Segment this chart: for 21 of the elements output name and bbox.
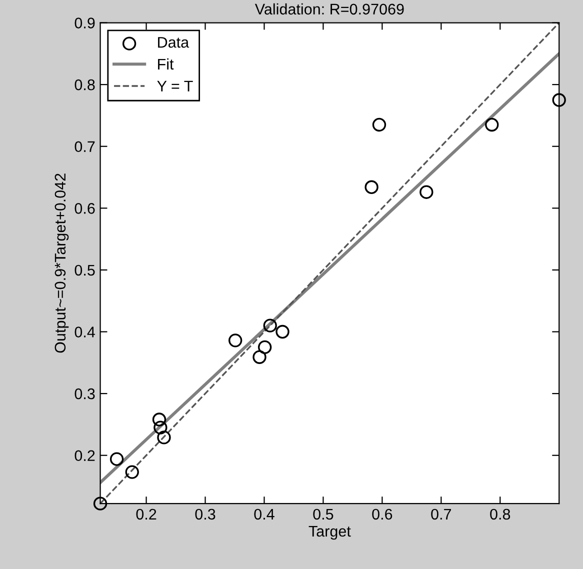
y-tick-label: 0.8 <box>74 79 95 90</box>
y-tick-label: 0.5 <box>74 264 95 276</box>
y-tick-label: 0.7 <box>74 141 95 152</box>
chart-title: Validation: R=0.97069 <box>254 3 404 15</box>
y-tick-label: 0.3 <box>74 388 95 400</box>
y-tick-label: 0.4 <box>74 326 95 338</box>
y-tick-label: 0.2 <box>74 450 95 462</box>
y-axis-title: Output~=0.9*Target+0.042 <box>54 174 69 353</box>
y-tick-label: 0.6 <box>74 203 95 214</box>
legend-label: Fit <box>158 58 174 70</box>
legend-label: Y = T <box>157 80 193 92</box>
x-tick-label: 0.8 <box>490 508 510 520</box>
x-tick-label: 0.5 <box>313 508 334 520</box>
x-tick-label: 0.6 <box>372 508 392 520</box>
legend-label: Data <box>158 37 190 48</box>
x-axis-title: Target <box>308 526 351 540</box>
x-tick-label: 0.2 <box>136 508 156 520</box>
x-tick-label: 0.7 <box>431 508 451 520</box>
y-tick-label: 0.9 <box>74 18 95 28</box>
x-tick-label: 0.3 <box>195 508 216 520</box>
x-tick-label: 0.4 <box>254 508 274 520</box>
